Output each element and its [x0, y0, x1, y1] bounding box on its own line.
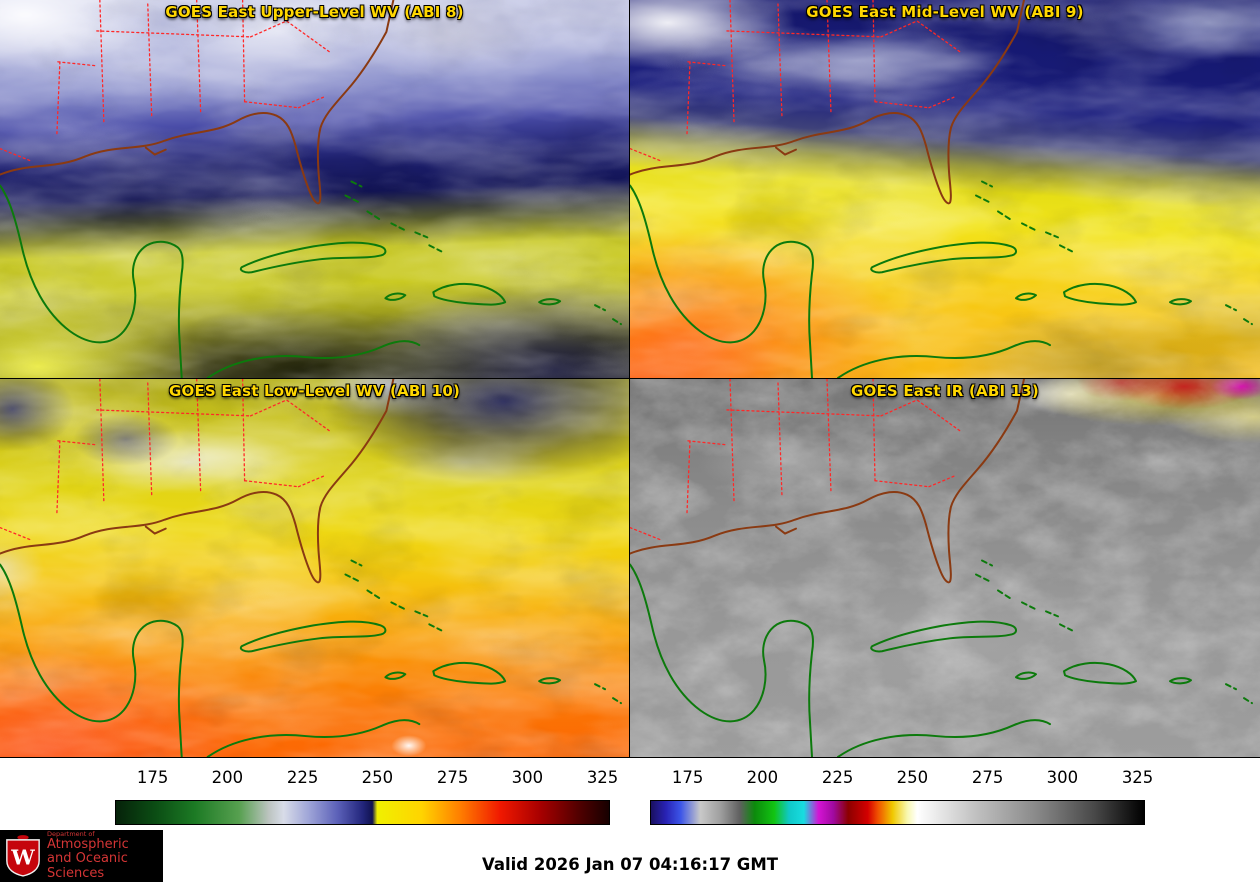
- colorbar-tick-label: 275: [436, 768, 469, 787]
- colorbar-tick-label: 200: [746, 768, 779, 787]
- satellite-imagery-upper-level-wv: [0, 0, 629, 378]
- colorbar-tick-label: 325: [1121, 768, 1154, 787]
- wv-colorbar-ticks: 175 200 225 250 275 300 325: [115, 768, 618, 790]
- colorbar-tick-label: 300: [1046, 768, 1079, 787]
- wv-colorbar-group: 175 200 225 250 275 300 325: [115, 758, 618, 828]
- colorbar-tick-label: 300: [511, 768, 544, 787]
- colorbar-tick-label: 325: [586, 768, 619, 787]
- footer: 175 200 225 250 275 300 325 175 200 225 …: [0, 758, 1260, 882]
- satellite-imagery-mid-level-wv: [630, 0, 1260, 378]
- ir-colorbar-gradient: [650, 800, 1145, 825]
- satellite-imagery-ir: [630, 379, 1260, 757]
- ir-colorbar-ticks: 175 200 225 250 275 300 325: [650, 768, 1153, 790]
- logo-line2: and Oceanic Sciences: [47, 851, 128, 881]
- uw-crest-icon: W: [6, 835, 40, 877]
- uw-monogram: W: [10, 845, 35, 870]
- valid-timestamp: Valid 2026 Jan 07 04:16:17 GMT: [481, 855, 779, 874]
- uw-aos-logo: W Department of Atmospheric and Oceanic …: [0, 830, 163, 882]
- colorbar-tick-label: 175: [136, 768, 169, 787]
- panel-title-abi8: GOES East Upper-Level WV (ABI 8): [165, 3, 464, 21]
- ir-colorbar-group: 175 200 225 250 275 300 325: [650, 758, 1153, 828]
- colorbar-tick-label: 250: [361, 768, 394, 787]
- colorbar-tick-label: 275: [971, 768, 1004, 787]
- panel-abi13-ir: GOES East IR (ABI 13): [630, 379, 1260, 758]
- panel-abi9-mid-level-wv: GOES East Mid-Level WV (ABI 9): [630, 0, 1260, 379]
- panel-abi8-upper-level-wv: GOES East Upper-Level WV (ABI 8): [0, 0, 630, 379]
- panel-abi10-low-level-wv: GOES East Low-Level WV (ABI 10): [0, 379, 630, 758]
- satellite-imagery-low-level-wv: [0, 379, 629, 757]
- colorbar-tick-label: 225: [286, 768, 319, 787]
- logo-dept-line: Department of: [47, 830, 95, 839]
- colorbar-tick-label: 225: [821, 768, 854, 787]
- colorbar-tick-label: 175: [671, 768, 704, 787]
- panel-title-abi13: GOES East IR (ABI 13): [850, 382, 1039, 400]
- satellite-quad-grid: GOES East Upper-Level WV (ABI 8) GOES Ea…: [0, 0, 1260, 758]
- panel-title-abi9: GOES East Mid-Level WV (ABI 9): [806, 3, 1084, 21]
- logo-line1: Atmospheric: [47, 837, 129, 853]
- logo-text: Department of Atmospheric and Oceanic Sc…: [47, 831, 163, 880]
- colorbar-tick-label: 200: [211, 768, 244, 787]
- wv-colorbar-gradient: [115, 800, 610, 825]
- panel-title-abi10: GOES East Low-Level WV (ABI 10): [168, 382, 461, 400]
- colorbar-tick-label: 250: [896, 768, 929, 787]
